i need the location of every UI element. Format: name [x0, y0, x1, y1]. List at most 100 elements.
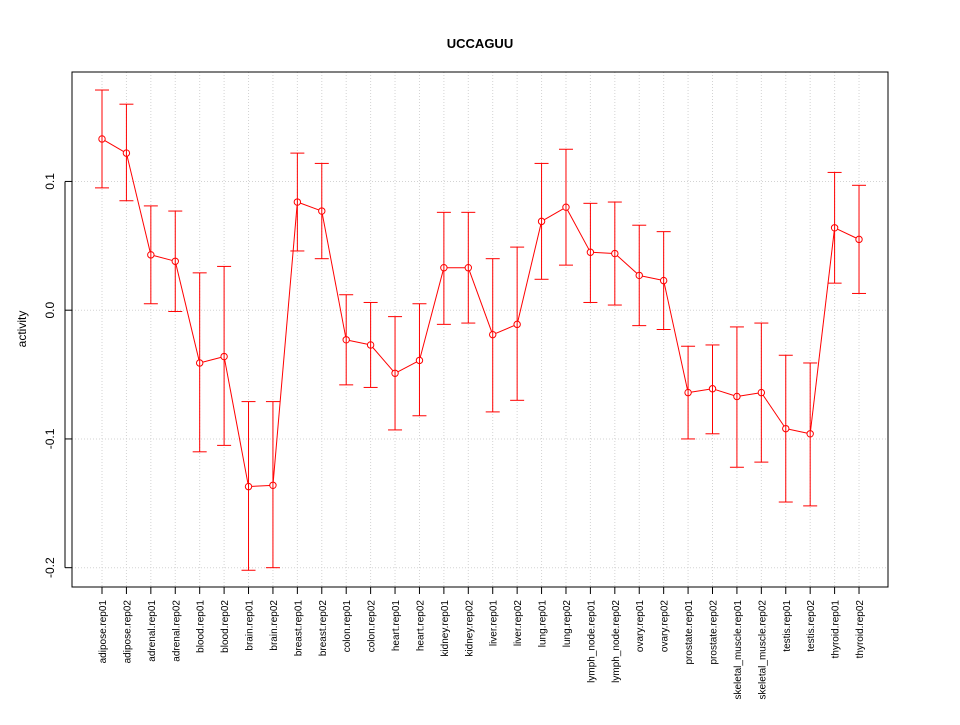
- data-point: [391, 369, 399, 377]
- data-point: [122, 149, 131, 157]
- data-point: [489, 330, 497, 339]
- x-tick-label: blood.rep01: [196, 600, 207, 653]
- series-line-segment: [272, 205, 298, 483]
- series-line-segment: [616, 255, 638, 274]
- x-tick-label: colon.rep02: [367, 600, 378, 653]
- x-tick-label: brain.rep02: [269, 600, 280, 651]
- axis-layer: -0.2 -0.1 0.0 0.1 adipose.rep01 adipose.rep02…: [43, 173, 866, 700]
- series-line-segment: [517, 224, 542, 322]
- data-point: [733, 392, 741, 401]
- x-tick-label: colon.rep01: [342, 600, 353, 653]
- data-point: [342, 336, 350, 344]
- series-line-segment: [397, 361, 417, 373]
- x-tick-label: prostate.rep02: [709, 600, 720, 665]
- x-tick-label: prostate.rep01: [684, 600, 695, 665]
- x-tick-label: heart.rep02: [415, 600, 426, 652]
- series-line-segment: [126, 156, 151, 252]
- data-point: [269, 481, 277, 489]
- data-point: [98, 135, 106, 143]
- series-line-layer: [104, 140, 857, 487]
- data-point: [318, 207, 326, 215]
- data-point: [195, 359, 204, 367]
- x-tick-label: ovary.rep02: [660, 600, 671, 653]
- data-point: [635, 271, 643, 280]
- x-tick-label: lymph_node.rep02: [611, 600, 622, 683]
- series-line-segment: [837, 228, 857, 239]
- x-tick-label: brain.rep01: [245, 600, 256, 651]
- x-tick-label: lung.rep02: [562, 600, 573, 648]
- point-layer: [98, 135, 863, 491]
- x-tick-label: lung.rep01: [538, 600, 549, 648]
- x-tick-label: liver.rep02: [513, 600, 524, 647]
- series-line-segment: [202, 356, 222, 363]
- series-line-segment: [788, 428, 808, 434]
- series-line-segment: [224, 359, 249, 484]
- series-line-segment: [419, 270, 444, 358]
- series-line-segment: [153, 255, 173, 261]
- plot-frame: [71, 71, 889, 588]
- error-bar-layer: [95, 89, 867, 571]
- series-line-segment: [251, 484, 270, 487]
- y-tick-label: 0.1: [43, 173, 57, 190]
- x-tick-label: ovary.rep01: [635, 600, 646, 653]
- series-line-segment: [175, 264, 200, 360]
- x-tick-label: breast.rep01: [293, 600, 304, 657]
- y-tick-label: 0.0: [43, 302, 57, 319]
- data-point: [244, 482, 253, 491]
- x-tick-label: testis.rep02: [806, 600, 817, 652]
- data-point: [562, 203, 570, 211]
- x-tick-label: breast.rep02: [318, 600, 329, 657]
- series-line-segment: [762, 394, 785, 427]
- series-line-segment: [468, 270, 493, 332]
- x-tick-label: kidney.rep01: [440, 600, 451, 657]
- x-tick-label: adrenal.rep01: [147, 600, 158, 662]
- x-tick-label: adrenal.rep02: [171, 600, 182, 662]
- data-point: [855, 235, 863, 244]
- data-point: [757, 388, 766, 397]
- data-point: [537, 217, 546, 226]
- x-tick-label: heart.rep01: [391, 600, 402, 652]
- x-tick-label: liver.rep01: [489, 600, 500, 647]
- series-line-segment: [642, 275, 661, 281]
- data-point: [147, 251, 155, 259]
- series-line-segment: [567, 209, 590, 250]
- data-point: [464, 264, 472, 272]
- series-line-segment: [740, 392, 759, 397]
- data-point: [586, 248, 595, 256]
- x-tick-label: thyroid.rep02: [855, 600, 866, 659]
- x-tick-label: adipose.rep02: [122, 600, 133, 664]
- x-tick-label: kidney.rep02: [464, 600, 475, 657]
- series-line-segment: [104, 140, 124, 152]
- x-tick-label: testis.rep01: [782, 600, 793, 652]
- data-point: [513, 320, 521, 329]
- x-tick-label: adipose.rep01: [98, 600, 109, 664]
- series-line-segment: [691, 388, 710, 393]
- x-tick-label: lymph_node.rep01: [586, 600, 597, 683]
- series-line-segment: [810, 230, 835, 431]
- y-tick-label: -0.2: [43, 557, 57, 578]
- x-tick-label: skeletal_muscle.rep02: [757, 600, 768, 700]
- data-point: [220, 352, 228, 361]
- data-point: [830, 224, 839, 232]
- data-point: [293, 198, 302, 206]
- data-point: [366, 341, 375, 349]
- series-line-segment: [321, 214, 347, 337]
- series-line-segment: [349, 339, 368, 345]
- x-tick-label: thyroid.rep01: [831, 600, 842, 659]
- chart-title: UCCAGUU: [447, 36, 513, 51]
- series-line-segment: [300, 202, 319, 211]
- data-point: [415, 356, 424, 365]
- data-point: [782, 424, 790, 433]
- series-line-segment: [663, 283, 688, 390]
- data-point: [708, 385, 717, 393]
- data-point: [684, 388, 692, 397]
- series-line-segment: [715, 389, 735, 396]
- series-line-segment: [593, 251, 612, 254]
- data-point: [171, 257, 179, 265]
- y-axis-label: activity: [15, 311, 29, 348]
- x-tick-label: blood.rep02: [220, 600, 231, 653]
- x-tick-label: skeletal_muscle.rep01: [733, 600, 744, 700]
- data-point: [659, 276, 668, 285]
